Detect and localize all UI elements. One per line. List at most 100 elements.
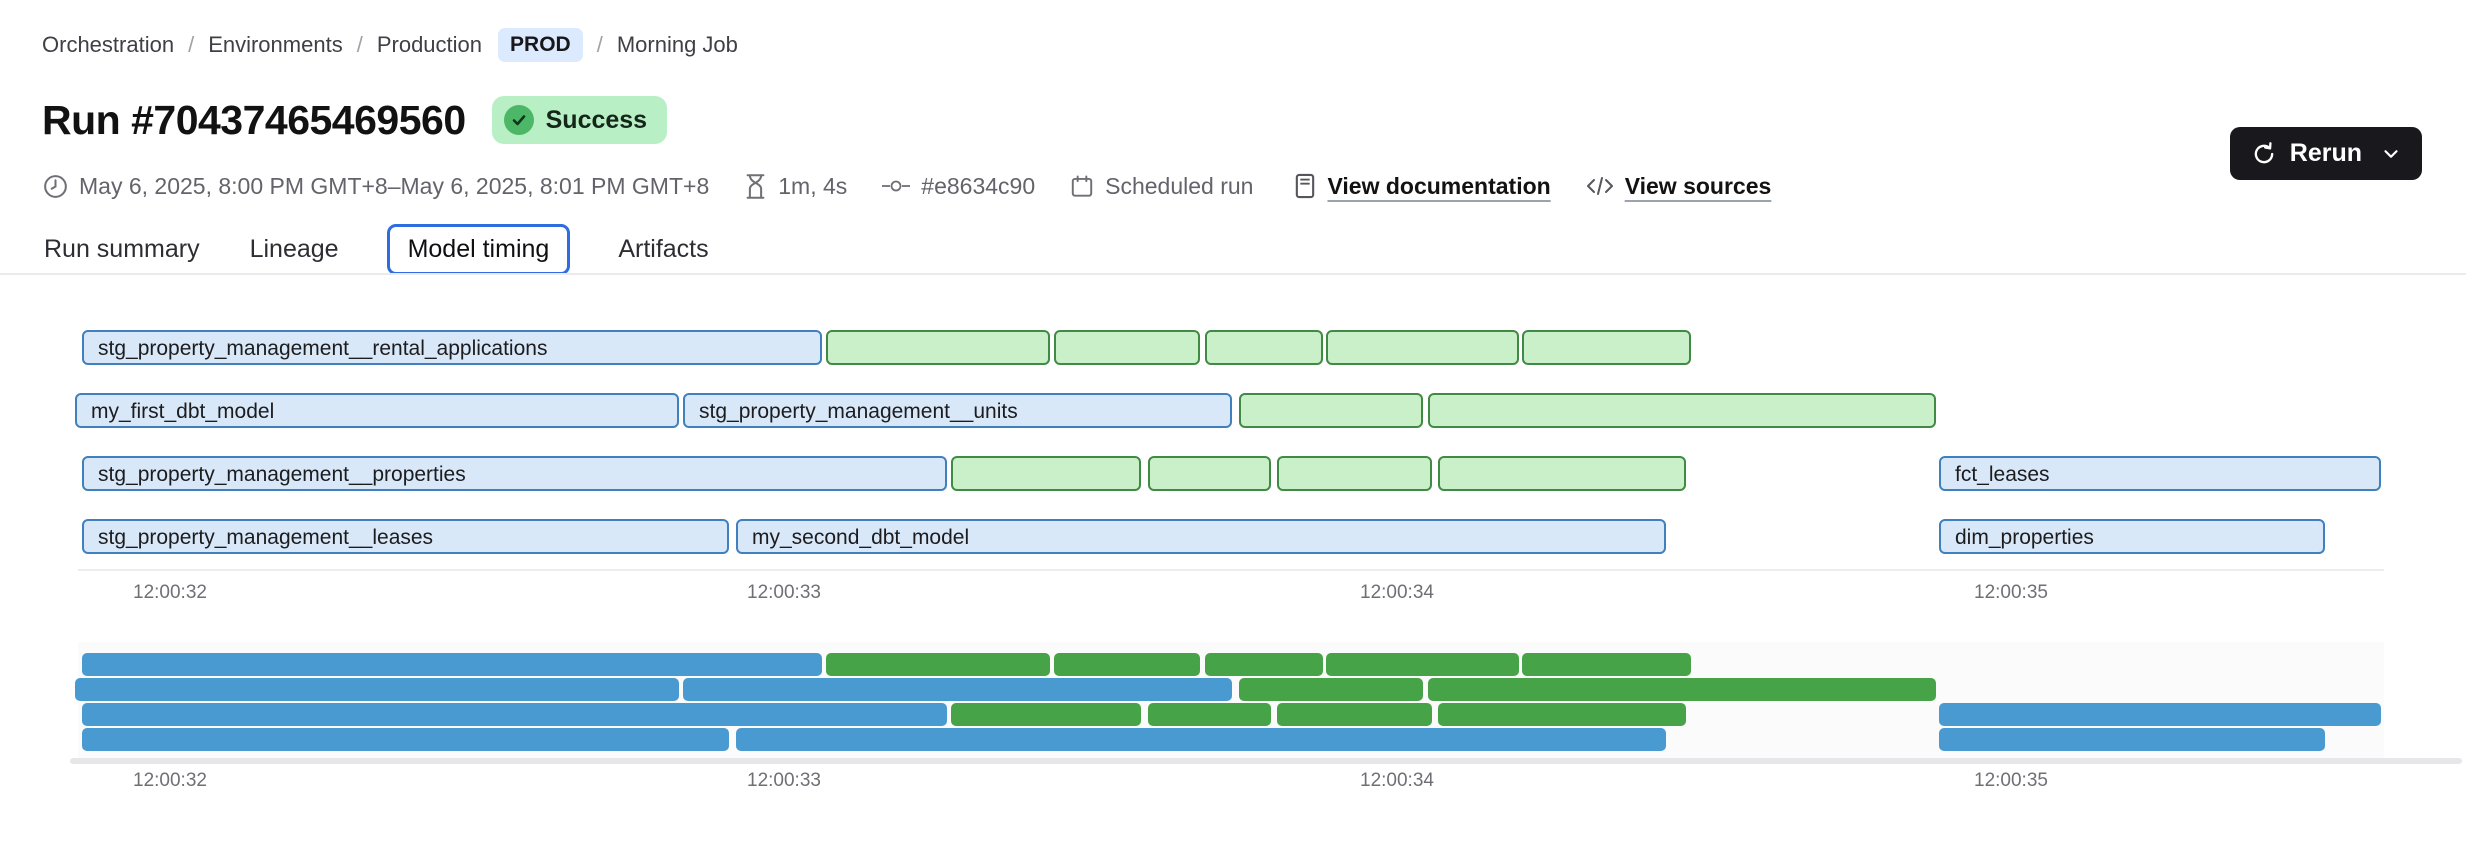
run-duration: 1m, 4s [743,173,847,200]
commit-icon [882,180,911,192]
minimap-bar-green [1148,703,1271,726]
model-bar[interactable]: dim_properties [1939,519,2325,554]
gantt-bar-green[interactable] [951,456,1141,491]
clock-icon [44,174,67,198]
gantt-bar-green[interactable] [1522,330,1691,365]
tab-artifacts[interactable]: Artifacts [618,235,709,263]
minimap-bar-blue [736,728,1666,751]
axis-tick-label: 12:00:34 [1360,582,1434,603]
model-bar-label: my_second_dbt_model [752,526,970,549]
page-title: Run #70437465469560 [42,96,466,143]
gantt-bar-green[interactable] [1054,330,1200,365]
model-bar[interactable]: my_second_dbt_model [736,519,1666,554]
model-bar-label: fct_leases [1955,463,2050,486]
model-bar-label: stg_property_management__leases [98,526,434,549]
model-bar-label: stg_property_management__units [699,400,1018,423]
gantt-minimap-axis: 12:00:32 12:00:33 12:00:34 12:00:35 [42,770,2424,794]
breadcrumb-morning-job[interactable]: Morning Job [616,32,738,57]
breadcrumb-separator: / [188,32,195,57]
minimap-bar-blue [75,678,679,701]
title-row: Run #70437465469560 Success [42,96,668,144]
rerun-button[interactable]: Rerun [2229,127,2422,180]
model-bar-label: dim_properties [1955,526,2094,549]
minimap-bar-green [1522,653,1691,676]
minimap-bar-blue [1939,703,2381,726]
axis-tick-label: 12:00:35 [1974,770,2048,791]
minimap-bar-green [1205,653,1323,676]
gantt-main: stg_property_management__rental_applicat… [42,330,2424,555]
minimap-scroll-track[interactable] [70,758,2462,764]
axis-tick-label: 12:00:35 [1974,582,2048,603]
model-bar[interactable]: stg_property_management__leases [82,519,729,554]
minimap-bar-green [1239,678,1423,701]
axis-tick-label: 12:00:34 [1360,770,1434,791]
success-check-icon [503,105,534,135]
minimap-bar-blue [1939,728,2325,751]
gantt-bar-green[interactable] [1326,330,1519,365]
status-badge: Success [491,96,668,144]
model-bar[interactable]: stg_property_management__units [683,393,1232,428]
minimap-bar-green [1326,653,1519,676]
tab-model-timing[interactable]: Model timing [386,224,571,275]
gantt-main-axis: 12:00:32 12:00:33 12:00:34 12:00:35 [42,582,2424,606]
gantt-axis-line [78,569,2384,571]
calendar-icon [1071,175,1093,197]
minimap-bar-green [1054,653,1200,676]
breadcrumb-environments[interactable]: Environments [208,32,343,57]
breadcrumb-separator: / [356,32,363,57]
breadcrumb: Orchestration / Environments / Productio… [42,28,738,62]
gantt-bar-green[interactable] [1438,456,1686,491]
axis-tick-label: 12:00:33 [747,770,821,791]
run-trigger: Scheduled run [1069,173,1253,200]
model-bar-label: my_first_dbt_model [91,400,275,423]
breadcrumb-production[interactable]: Production [376,32,483,57]
minimap-bar-green [1277,703,1432,726]
minimap-bar-green [951,703,1141,726]
gantt-bar-green[interactable] [1428,393,1936,428]
gantt-bar-green[interactable] [1205,330,1323,365]
gantt-bar-green[interactable] [1148,456,1271,491]
view-sources-link-item: View sources [1585,172,1772,200]
tab-run-summary[interactable]: Run summary [44,235,200,263]
prod-environment-badge[interactable]: PROD [498,28,583,62]
model-bar-label: stg_property_management__rental_applicat… [98,337,548,360]
view-sources-link[interactable]: View sources [1624,172,1772,199]
tab-lineage[interactable]: Lineage [249,235,339,263]
model-bar[interactable]: stg_property_management__rental_applicat… [82,330,822,365]
axis-tick-label: 12:00:33 [747,582,821,603]
tab-bar-divider [0,273,2466,275]
model-bar-label: stg_property_management__properties [98,463,466,486]
view-documentation-link[interactable]: View documentation [1327,172,1551,199]
axis-tick-label: 12:00:32 [133,582,207,603]
run-time-range: May 6, 2025, 8:00 PM GMT+8–May 6, 2025, … [42,173,709,200]
model-bar[interactable]: fct_leases [1939,456,2381,491]
gantt-bar-green[interactable] [1239,393,1423,428]
axis-tick-label: 12:00:32 [133,770,207,791]
minimap-bar-blue [82,728,729,751]
model-bar[interactable]: my_first_dbt_model [75,393,679,428]
minimap-bar-green [1438,703,1686,726]
code-icon [1586,177,1613,195]
status-label: Success [545,105,648,134]
view-documentation-link-item: View documentation [1293,172,1551,200]
model-bar[interactable]: stg_property_management__properties [82,456,947,491]
minimap-bar-blue [683,678,1232,701]
breadcrumb-orchestration[interactable]: Orchestration [42,32,175,57]
refresh-icon [2250,140,2278,168]
breadcrumb-separator: / [596,32,603,57]
gantt-bar-green[interactable] [1277,456,1432,491]
commit-sha: #e8634c90 [881,173,1035,200]
rerun-label: Rerun [2289,139,2362,167]
gantt-bar-green[interactable] [826,330,1050,365]
minimap-bar-green [1428,678,1936,701]
gantt-minimap[interactable] [42,653,2424,751]
minimap-bar-blue [82,703,947,726]
hourglass-icon [746,173,765,199]
tab-bar: Run summary Lineage Model timing Artifac… [42,224,711,275]
minimap-bar-green [826,653,1050,676]
document-icon [1296,173,1315,199]
chevron-down-icon [2380,143,2402,165]
minimap-bar-blue [82,653,822,676]
run-meta-row: May 6, 2025, 8:00 PM GMT+8–May 6, 2025, … [42,172,1771,200]
